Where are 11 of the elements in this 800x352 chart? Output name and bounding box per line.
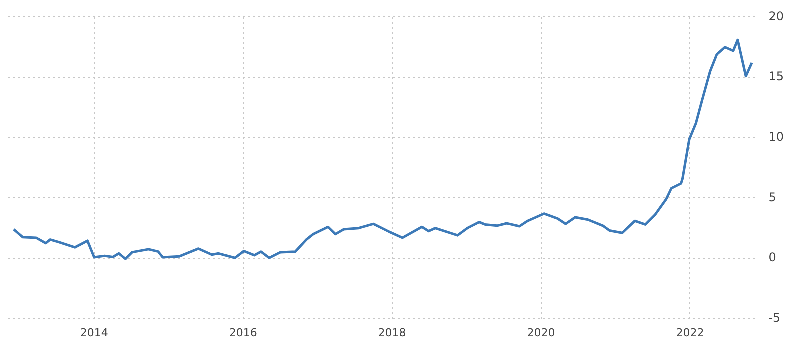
y-tick-label: 15	[768, 70, 784, 84]
y-tick-label: 5	[768, 190, 776, 204]
x-tick-label: 2022	[676, 326, 704, 340]
y-tick-label: 10	[768, 130, 784, 144]
y-tick-label: -5	[768, 310, 781, 325]
x-tick-label: 2016	[229, 326, 258, 340]
y-tick-label: 0	[768, 250, 776, 265]
x-tick-label: 2020	[527, 326, 556, 340]
y-tick-label: 20	[768, 9, 784, 24]
x-tick-label: 2014	[80, 326, 108, 340]
x-tick-label: 2018	[378, 326, 406, 340]
